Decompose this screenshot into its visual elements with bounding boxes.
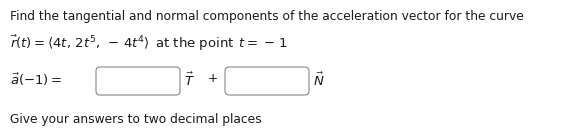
Text: $\vec{a}(-1) =$: $\vec{a}(-1) =$ — [10, 72, 62, 88]
Text: Find the tangential and normal components of the acceleration vector for the cur: Find the tangential and normal component… — [10, 10, 524, 23]
FancyBboxPatch shape — [96, 67, 180, 95]
Text: Give your answers to two decimal places: Give your answers to two decimal places — [10, 113, 262, 126]
FancyBboxPatch shape — [225, 67, 309, 95]
Text: $\vec{N}$: $\vec{N}$ — [313, 72, 325, 89]
Text: +: + — [208, 72, 218, 85]
Text: $\vec{T}$: $\vec{T}$ — [184, 72, 195, 89]
Text: $\vec{r}(t) = \langle 4t,\, 2t^5,\, -\, 4t^4\rangle$$\,$ at the point $\,t = -\,: $\vec{r}(t) = \langle 4t,\, 2t^5,\, -\, … — [10, 34, 288, 53]
